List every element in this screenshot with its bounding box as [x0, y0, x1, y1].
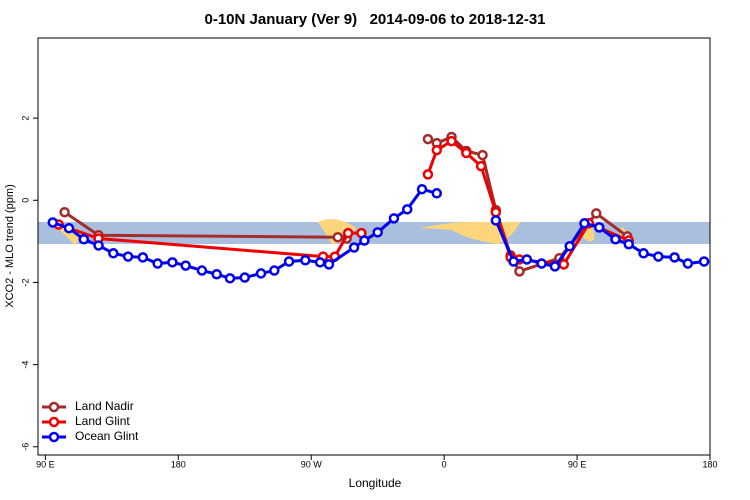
- y-tick-label: 2: [20, 116, 30, 121]
- data-point: [593, 222, 605, 233]
- data-point: [122, 251, 134, 262]
- series-line: [58, 139, 630, 266]
- data-point: [579, 218, 590, 229]
- data-point: [47, 217, 59, 228]
- data-point: [564, 241, 575, 252]
- data-point: [93, 240, 104, 251]
- chart-title: 0-10N January (Ver 9) 2014-09-06 to 2018…: [204, 11, 545, 28]
- data-point: [359, 235, 370, 246]
- data-point: [388, 213, 400, 224]
- data-point: [78, 234, 90, 245]
- data-point: [549, 261, 561, 272]
- data-point: [422, 169, 434, 180]
- data-point: [682, 258, 694, 269]
- data-point: [314, 257, 326, 268]
- data-point: [372, 227, 383, 238]
- x-tick-label: 0: [442, 459, 447, 469]
- data-point: [108, 248, 119, 259]
- legend-label: Ocean Glint: [75, 429, 139, 443]
- data-point: [461, 147, 472, 159]
- x-tick-label: 180: [702, 459, 717, 469]
- data-point: [422, 133, 434, 145]
- data-point: [610, 234, 621, 245]
- legend-label: Land Nadir: [75, 399, 134, 413]
- data-point: [167, 257, 178, 268]
- data-point: [342, 227, 354, 239]
- data-point: [332, 232, 344, 243]
- data-point: [401, 204, 413, 215]
- data-point: [416, 183, 428, 195]
- data-point: [152, 258, 163, 269]
- data-point: [490, 215, 502, 226]
- data-point: [536, 258, 547, 269]
- data-point: [698, 256, 710, 267]
- data-point: [591, 208, 602, 219]
- legend-label: Land Glint: [75, 414, 130, 428]
- data-point: [431, 144, 443, 156]
- y-tick-label: -6: [20, 443, 30, 451]
- x-tick-label: 90 W: [301, 459, 323, 469]
- data-point: [137, 252, 149, 263]
- data-point: [669, 252, 680, 263]
- data-point: [477, 149, 488, 161]
- data-point: [323, 259, 335, 270]
- data-point: [180, 260, 191, 271]
- y-tick-label: 0: [20, 198, 30, 203]
- data-point: [348, 242, 360, 253]
- data-point: [508, 256, 519, 267]
- data-point: [300, 255, 311, 266]
- y-tick-label: -4: [20, 361, 30, 369]
- data-point: [623, 238, 635, 250]
- data-point: [63, 222, 75, 234]
- data-point: [490, 206, 502, 218]
- x-tick-label: 90 E: [568, 459, 587, 469]
- y-axis-label: XCO2 - MLO trend (ppm): [4, 184, 16, 307]
- data-point: [283, 256, 295, 267]
- data-point: [255, 268, 267, 279]
- data-point: [224, 273, 236, 284]
- data-point: [431, 188, 443, 199]
- legend-marker: [48, 431, 60, 443]
- data-point: [475, 160, 487, 172]
- x-axis-label: Longitude: [349, 476, 402, 490]
- data-point: [521, 254, 533, 265]
- data-point: [558, 259, 570, 270]
- data-point: [269, 265, 280, 276]
- plot-frame: [37, 37, 711, 456]
- x-tick-label: 180: [171, 459, 186, 469]
- x-tick-label: 90 E: [36, 459, 55, 469]
- data-point: [638, 248, 649, 259]
- legend-marker: [48, 401, 60, 413]
- data-point: [239, 272, 251, 283]
- data-point: [653, 251, 664, 262]
- data-point: [514, 266, 525, 277]
- data-point: [211, 268, 222, 280]
- y-tick-label: -2: [20, 278, 30, 286]
- data-point: [446, 135, 457, 147]
- data-point: [196, 265, 208, 276]
- data-point: [59, 206, 70, 218]
- legend-marker: [48, 416, 60, 428]
